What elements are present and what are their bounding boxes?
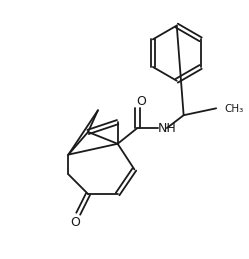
Text: O: O <box>136 95 146 108</box>
Text: NH: NH <box>158 121 176 134</box>
Text: CH₃: CH₃ <box>224 104 243 114</box>
Text: O: O <box>70 216 80 229</box>
